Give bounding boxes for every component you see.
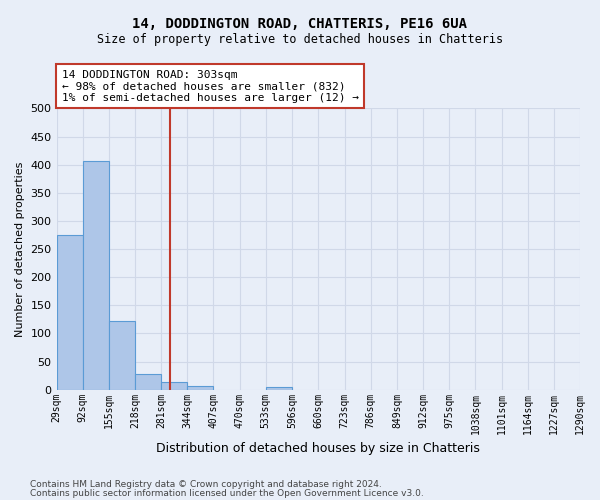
- Bar: [135, 374, 161, 390]
- Bar: [161, 382, 187, 390]
- Bar: [56, 235, 83, 390]
- Text: 14, DODDINGTON ROAD, CHATTERIS, PE16 6UA: 14, DODDINGTON ROAD, CHATTERIS, PE16 6UA: [133, 18, 467, 32]
- X-axis label: Distribution of detached houses by size in Chatteris: Distribution of detached houses by size …: [157, 442, 480, 455]
- Bar: [187, 386, 214, 390]
- Text: 14 DODDINGTON ROAD: 303sqm
← 98% of detached houses are smaller (832)
1% of semi: 14 DODDINGTON ROAD: 303sqm ← 98% of deta…: [62, 70, 359, 103]
- Text: Size of property relative to detached houses in Chatteris: Size of property relative to detached ho…: [97, 32, 503, 46]
- Y-axis label: Number of detached properties: Number of detached properties: [15, 162, 25, 337]
- Bar: [266, 387, 292, 390]
- Text: Contains public sector information licensed under the Open Government Licence v3: Contains public sector information licen…: [30, 488, 424, 498]
- Text: Contains HM Land Registry data © Crown copyright and database right 2024.: Contains HM Land Registry data © Crown c…: [30, 480, 382, 489]
- Bar: [83, 160, 109, 390]
- Bar: [109, 321, 135, 390]
